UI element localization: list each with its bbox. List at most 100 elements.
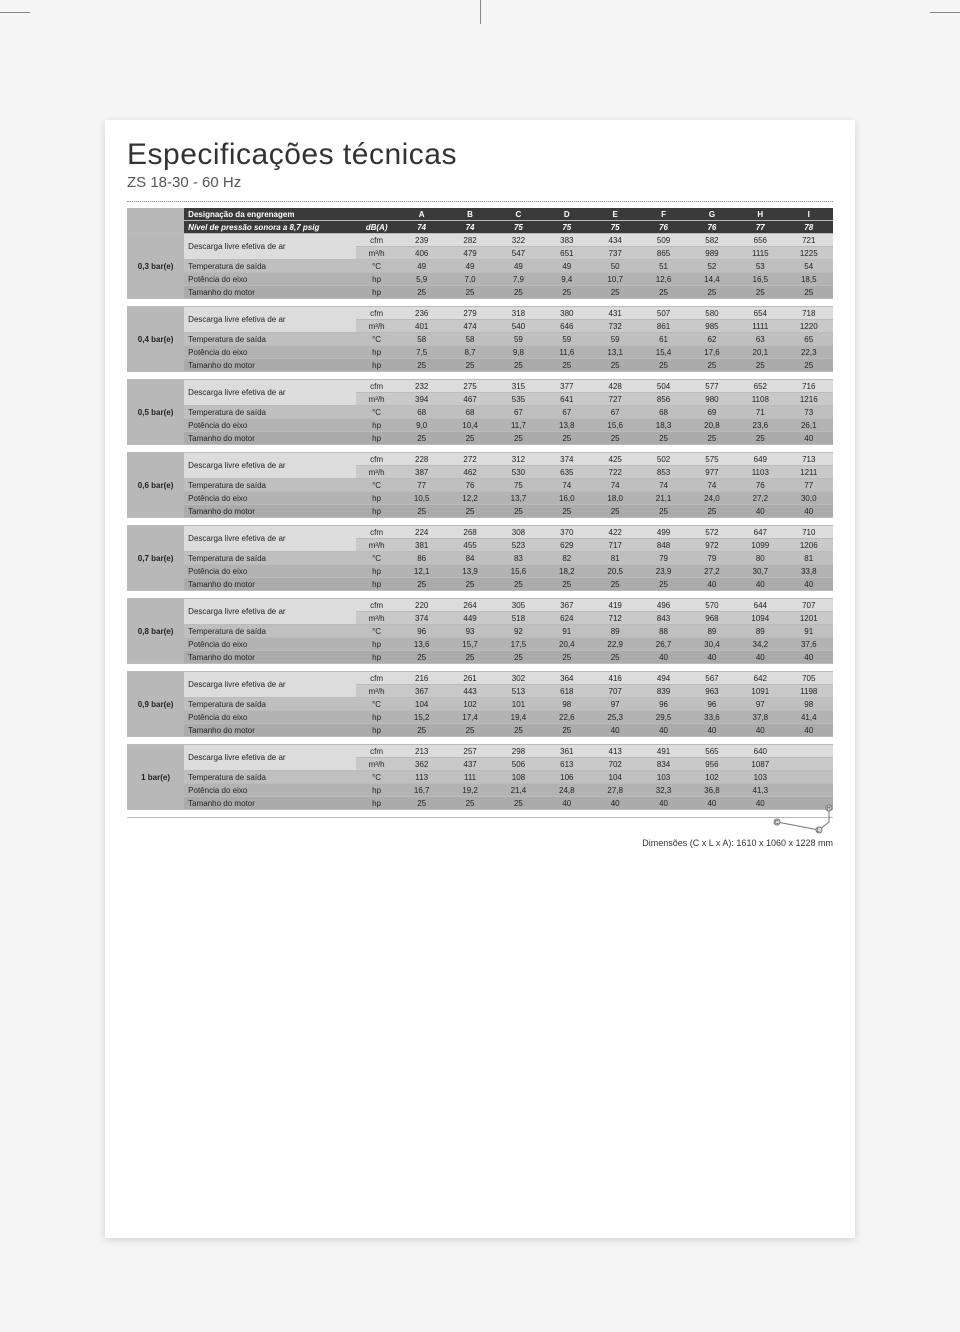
table-row: Temperatura de saída°C686867676768697173 [127, 406, 833, 419]
cell: 25 [398, 359, 446, 372]
cell: B [446, 208, 494, 221]
cell: 956 [688, 758, 736, 771]
cell: 89 [591, 625, 639, 638]
cell: 647 [736, 526, 784, 539]
cell: F [639, 208, 687, 221]
separator [127, 737, 833, 745]
cell: 77 [785, 479, 834, 492]
cell: 727 [591, 393, 639, 406]
cell: 30,7 [736, 565, 784, 578]
table-row: Temperatura de saída°C777675747474747677 [127, 479, 833, 492]
cell: 67 [591, 406, 639, 419]
row-label: Descarga livre efetiva de ar [184, 307, 356, 333]
cell: cfm [356, 307, 398, 320]
cell: 92 [494, 625, 542, 638]
table-row: Temperatura de saída°C494949495051525354 [127, 260, 833, 273]
dimensions-note: C L H Dimensões (C x L x A): 1610 x 1060… [642, 804, 833, 848]
cell: 25 [398, 797, 446, 810]
cell: 14,4 [688, 273, 736, 286]
cell: 540 [494, 320, 542, 333]
cell: 523 [494, 539, 542, 552]
cell: 374 [543, 453, 591, 466]
cell: 7,0 [446, 273, 494, 286]
cell: 261 [446, 672, 494, 685]
table-row: Tamanho do motorhp252525252525252525 [127, 286, 833, 299]
cell: 506 [494, 758, 542, 771]
separator [127, 299, 833, 307]
cell [785, 758, 834, 771]
cell: 8,7 [446, 346, 494, 359]
cell: 7,5 [398, 346, 446, 359]
cell: 23,9 [639, 565, 687, 578]
table-row: Temperatura de saída°C868483828179798081 [127, 552, 833, 565]
cell: 268 [446, 526, 494, 539]
cell: 504 [639, 380, 687, 393]
cell: 646 [543, 320, 591, 333]
cell: °C [356, 479, 398, 492]
table-row: Tamanho do motorhp252525252525252525 [127, 359, 833, 372]
cell: Potência do eixo [184, 419, 356, 432]
cell: 67 [543, 406, 591, 419]
cell: 535 [494, 393, 542, 406]
cell: 640 [736, 745, 784, 758]
cell: m³/h [356, 612, 398, 625]
cell: 618 [543, 685, 591, 698]
group-label: 1 bar(e) [127, 745, 184, 810]
cell: 74 [639, 479, 687, 492]
cell: 856 [639, 393, 687, 406]
cell: °C [356, 552, 398, 565]
cell: 25 [494, 724, 542, 737]
cell: 67 [494, 406, 542, 419]
cell: hp [356, 346, 398, 359]
cell: 582 [688, 234, 736, 247]
cell: 25 [591, 286, 639, 299]
cell: 25 [446, 651, 494, 664]
cell: 839 [639, 685, 687, 698]
group-label: 0,7 bar(e) [127, 526, 184, 591]
cell: cfm [356, 745, 398, 758]
cell: 13,8 [543, 419, 591, 432]
separator [127, 518, 833, 526]
row-label: Descarga livre efetiva de ar [184, 380, 356, 406]
header-row: Nível de pressão sonora a 8,7 psigdB(A)7… [127, 221, 833, 234]
cell: 103 [639, 771, 687, 784]
cell: Tamanho do motor [184, 651, 356, 664]
cell: 232 [398, 380, 446, 393]
cell: 17,5 [494, 638, 542, 651]
cell: 980 [688, 393, 736, 406]
cell: 101 [494, 698, 542, 711]
cell: 702 [591, 758, 639, 771]
row-label: Descarga livre efetiva de ar [184, 234, 356, 260]
cell: 25 [543, 651, 591, 664]
cell: 27,2 [736, 492, 784, 505]
cell: 963 [688, 685, 736, 698]
cell: 25 [543, 359, 591, 372]
cell: 367 [398, 685, 446, 698]
cell: m³/h [356, 539, 398, 552]
cell: 644 [736, 599, 784, 612]
table-row: Potência do eixohp13,615,717,520,422,926… [127, 638, 833, 651]
cell: 25 [543, 578, 591, 591]
cell: 40 [785, 578, 834, 591]
cell: 81 [785, 552, 834, 565]
cell: 25 [688, 432, 736, 445]
cell: 91 [785, 625, 834, 638]
cell: 312 [494, 453, 542, 466]
cell [127, 208, 184, 221]
cell: 40 [736, 505, 784, 518]
table-row: Potência do eixohp15,217,419,422,625,329… [127, 711, 833, 724]
cell: 717 [591, 539, 639, 552]
cell: 419 [591, 599, 639, 612]
cell: 25 [688, 505, 736, 518]
cell: 37,8 [736, 711, 784, 724]
cell: 530 [494, 466, 542, 479]
cell: 322 [494, 234, 542, 247]
cell: 494 [639, 672, 687, 685]
cell: m³/h [356, 393, 398, 406]
cell: 40 [688, 724, 736, 737]
cell: m³/h [356, 758, 398, 771]
cell: 62 [688, 333, 736, 346]
cell: 74 [543, 479, 591, 492]
cell: 25 [591, 432, 639, 445]
cell: 656 [736, 234, 784, 247]
